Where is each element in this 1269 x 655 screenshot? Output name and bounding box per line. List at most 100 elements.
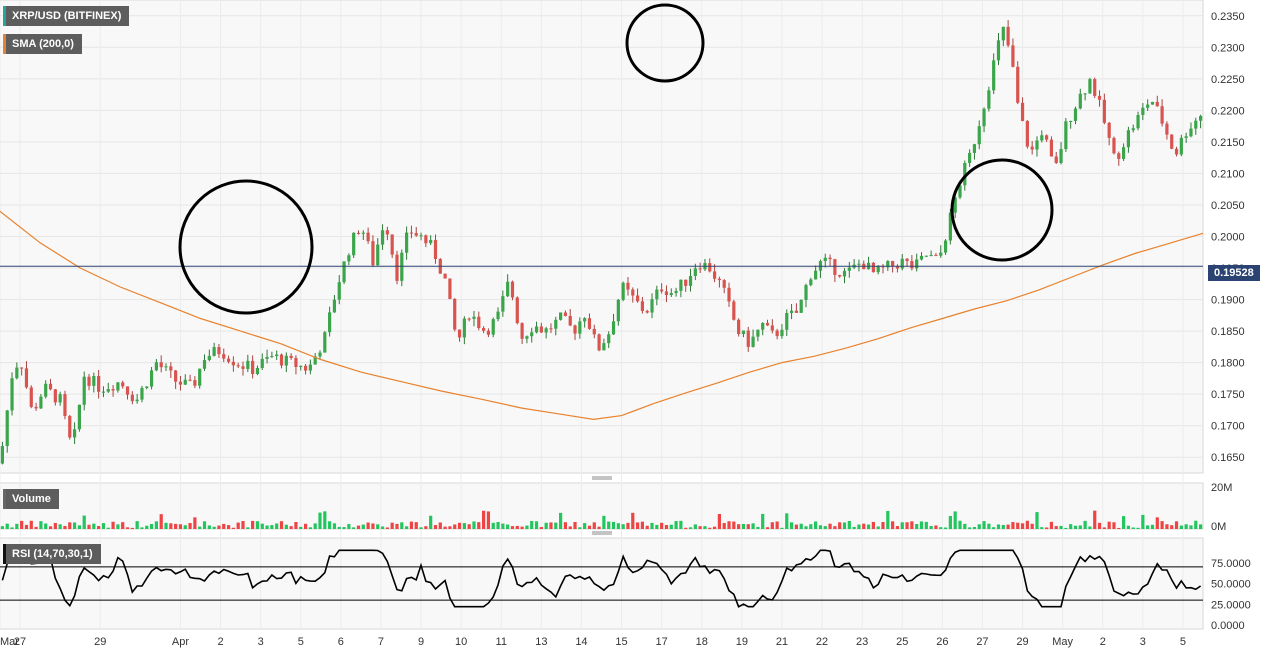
time-tick-label: 2	[217, 636, 223, 648]
volume-bar	[818, 525, 823, 529]
volume-bar	[130, 527, 134, 529]
candle-body	[534, 326, 539, 333]
volume-bar	[337, 526, 341, 529]
candle-body	[621, 282, 625, 300]
candle-body	[900, 258, 904, 269]
volume-bar	[852, 526, 856, 529]
volume-bar	[1088, 526, 1092, 529]
volume-bar	[164, 522, 168, 529]
candle-body	[303, 365, 308, 371]
volume-bar	[39, 521, 43, 529]
volume-bar	[645, 525, 649, 529]
time-tick-label: 11	[496, 636, 507, 648]
candle-body	[510, 281, 515, 298]
candle-body	[1030, 146, 1034, 150]
pane-resize-handle[interactable]	[592, 531, 612, 535]
candle-body	[111, 389, 115, 391]
candle-body	[251, 360, 255, 375]
volume-bar	[154, 521, 158, 529]
candle-body	[1040, 135, 1044, 141]
candle-body	[10, 378, 14, 411]
candle-body	[457, 329, 462, 338]
pane-resize-handle[interactable]	[592, 476, 612, 480]
price-tick-label: 0.2000	[1211, 232, 1245, 244]
candle-body	[857, 263, 861, 265]
volume-bar	[140, 527, 144, 529]
candle-body	[958, 185, 962, 198]
candle-body	[154, 362, 158, 371]
candle-body	[169, 366, 173, 371]
volume-bar	[1040, 527, 1044, 529]
candle-body	[217, 347, 221, 355]
candle-body	[794, 310, 798, 313]
candle-body	[183, 379, 187, 385]
candle-body	[977, 126, 981, 145]
time-tick-label: 27	[14, 636, 26, 648]
volume-bar	[592, 522, 596, 529]
volume-bar	[977, 524, 981, 529]
volume-bar	[178, 524, 183, 529]
candle-body	[515, 297, 519, 324]
candle-body	[178, 381, 183, 385]
volume-bar	[303, 523, 308, 529]
volume-bar	[328, 521, 332, 529]
volume-indicator-label[interactable]: Volume	[3, 489, 59, 509]
volume-bar	[438, 522, 442, 529]
volume-bar	[510, 526, 515, 529]
volume-bar	[414, 522, 418, 529]
rsi-indicator-label[interactable]: RSI (14,70,30,1)	[3, 544, 101, 564]
volume-bar	[635, 522, 640, 529]
time-tick-label: 2	[1100, 636, 1106, 648]
candle-body	[1064, 121, 1068, 150]
volume-bar	[125, 527, 130, 529]
volume-bar	[669, 524, 673, 529]
volume-bar	[761, 513, 765, 529]
candle-body	[337, 282, 341, 300]
volume-bar	[712, 526, 717, 529]
candle-body	[876, 266, 880, 273]
candle-body	[1146, 104, 1150, 108]
volume-bar	[87, 524, 91, 529]
volume-bar	[525, 525, 529, 529]
candle-body	[698, 268, 702, 270]
volume-bar	[121, 522, 125, 529]
rsi-line	[1, 549, 1202, 608]
volume-bar	[794, 524, 798, 529]
volume-bar	[145, 525, 149, 529]
candle-body	[29, 387, 33, 407]
volume-bar	[482, 510, 486, 529]
candle-body	[1001, 26, 1005, 41]
candle-body	[828, 257, 832, 260]
candle-body	[275, 354, 279, 357]
volume-bar	[0, 526, 5, 529]
volume-bar	[236, 522, 240, 529]
candle-body	[823, 257, 827, 262]
candle-body	[356, 232, 361, 234]
volume-bar	[279, 521, 284, 529]
volume-bar	[457, 522, 462, 529]
candle-body	[717, 278, 721, 281]
volume-bar	[1184, 524, 1188, 529]
volume-bar	[953, 511, 957, 529]
volume-bar	[780, 527, 784, 529]
volume-bar	[323, 511, 327, 529]
volume-bar	[1059, 525, 1063, 529]
candle-body	[1189, 128, 1193, 137]
rsi-panel-bg	[0, 537, 1204, 630]
candle-body	[1136, 114, 1140, 129]
candle-body	[58, 394, 62, 403]
candle-body	[1122, 147, 1126, 159]
volume-bar	[207, 525, 211, 529]
sma-indicator-label[interactable]: SMA (200,0)	[3, 34, 82, 54]
candle-body	[924, 255, 928, 257]
candle-body	[48, 383, 53, 390]
candle-body	[563, 312, 568, 316]
candle-body	[915, 259, 919, 269]
volume-bar	[44, 523, 48, 529]
volume-bar	[501, 523, 505, 529]
volume-bar	[1093, 510, 1097, 529]
time-tick-label: 6	[338, 636, 344, 648]
time-tick-label: 23	[856, 636, 868, 648]
volume-bar	[554, 522, 558, 529]
